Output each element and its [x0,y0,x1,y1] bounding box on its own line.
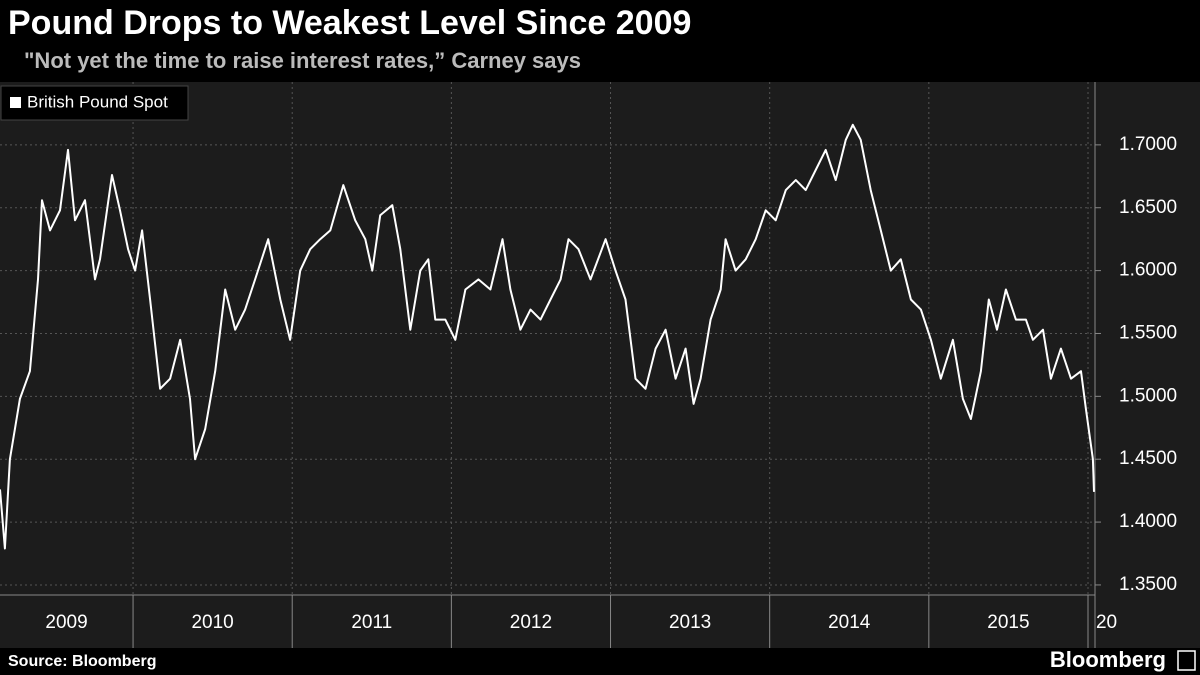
y-tick-label: 1.5000 [1119,385,1177,406]
x-tick-label: 2010 [191,612,233,633]
y-tick-label: 1.4500 [1119,448,1177,469]
legend-label: British Pound Spot [27,92,168,111]
y-tick-label: 1.5500 [1119,322,1177,343]
legend: British Pound Spot [0,85,189,121]
x-tick-label: 2012 [510,612,552,633]
brand: Bloomberg [1050,647,1166,672]
plot-background [0,82,1200,648]
x-tick-label: 2013 [669,612,711,633]
y-tick-label: 1.4000 [1119,511,1177,532]
chart-title: Pound Drops to Weakest Level Since 2009 [8,4,691,42]
legend-box [0,85,189,121]
x-tick-label: 2015 [987,612,1029,633]
x-tick-label: 2014 [828,612,871,633]
y-tick-label: 1.7000 [1119,134,1177,155]
brand-icon [1177,650,1196,671]
legend-swatch [10,97,21,108]
line [0,123,1095,550]
y-tick-label: 1.6000 [1119,260,1177,281]
x-tick-label: 2009 [45,612,87,633]
y-tick-label: 1.3500 [1119,574,1177,595]
source: Source: Bloomberg [8,653,156,670]
x-tick-label: 20 [1096,612,1117,633]
y-tick-label: 1.6500 [1119,197,1177,218]
chart-subtitle: "Not yet the time to raise interest rate… [24,48,581,73]
x-tick-label: 2011 [351,612,392,633]
